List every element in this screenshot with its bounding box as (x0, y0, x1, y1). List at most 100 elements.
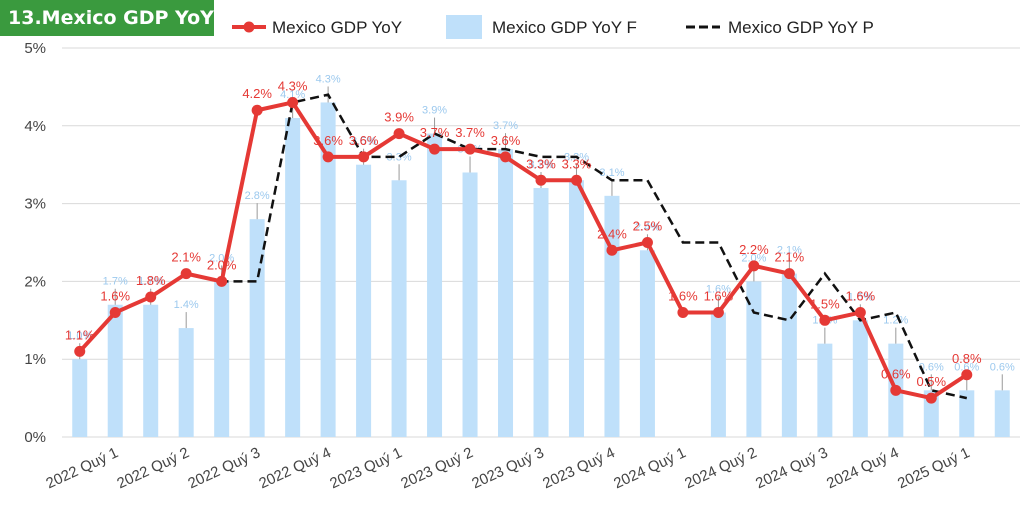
legend-forecast-label: Mexico GDP YoY F (492, 18, 637, 37)
forecast-bar-label: 4.1% (280, 89, 305, 101)
y-tick-label: 3% (24, 196, 46, 213)
forecast-bar-label: 2.1% (777, 245, 802, 257)
actual-marker (677, 307, 689, 319)
forecast-bars (72, 102, 1010, 438)
forecast-bar-label: 0.6% (919, 361, 944, 373)
y-tick-label: 5% (24, 40, 46, 57)
forecast-bar-label: 2.0% (741, 252, 766, 264)
y-tick-label: 2% (24, 273, 46, 290)
actual-marker (180, 268, 192, 280)
actual-line (78, 100, 968, 401)
forecast-bar (781, 273, 797, 437)
forecast-bar-label: 1.2% (883, 315, 908, 327)
forecast-bar-label: 3.2% (528, 159, 553, 171)
x-tick-label: 2023 Quý 4 (540, 444, 617, 492)
y-tick-label: 1% (24, 351, 46, 368)
actual-data-label: 3.6% (491, 133, 521, 148)
forecast-bar (568, 180, 584, 437)
x-tick-label: 2022 Quý 3 (185, 444, 262, 492)
x-tick-label: 2024 Quý 1 (611, 444, 688, 492)
y-tick-label: 0% (24, 429, 46, 446)
actual-marker (535, 174, 547, 186)
forecast-bar-label: 2.8% (245, 190, 270, 202)
actual-data-label: 4.3% (278, 78, 308, 93)
forecast-bar (533, 188, 549, 437)
forecast-bar (214, 281, 230, 437)
actual-marker (429, 143, 441, 155)
actual-marker (464, 143, 476, 155)
legend-item-actual: Mexico GDP YoY (232, 18, 402, 37)
actual-data-label: 1.6% (846, 289, 876, 304)
forecast-bar-label: 0.6% (990, 361, 1015, 373)
forecast-bar-label: 2.4% (635, 221, 660, 233)
forecast-bar (249, 219, 265, 437)
actual-marker (961, 369, 973, 381)
forecast-bar (427, 133, 443, 437)
actual-data-label: 1.6% (704, 289, 734, 304)
actual-marker (712, 307, 724, 319)
actual-data-labels: 1.1% 1.6% 1.8% 2.1% 2.0% 4.2% 4.3% 3.6% 3.6% 3.9%… (65, 78, 982, 389)
actual-marker (74, 345, 86, 357)
legend-forecast-swatch (446, 15, 482, 39)
actual-marker (251, 104, 263, 116)
x-tick-label: 2024 Quý 3 (753, 444, 830, 492)
legend-actual-marker (243, 21, 255, 33)
actual-data-label: 1.6% (100, 289, 130, 304)
forecast-bar (143, 304, 159, 437)
y-tick-label: 4% (24, 118, 46, 135)
actual-marker (748, 260, 760, 272)
forecast-bar (852, 320, 868, 437)
actual-data-label: 3.9% (384, 110, 414, 125)
actual-data-label: 2.1% (775, 250, 805, 265)
forecast-bar-label: 3.1% (599, 167, 624, 179)
actual-data-label: 2.2% (739, 242, 769, 257)
x-tick-label: 2023 Quý 3 (469, 444, 546, 492)
x-tick-label: 2022 Quý 4 (256, 444, 333, 492)
actual-data-label: 0.5% (916, 374, 946, 389)
actual-marker (393, 128, 405, 140)
actual-data-label: 2.4% (597, 226, 627, 241)
actual-data-label: 3.7% (455, 125, 485, 140)
actual-marker (216, 275, 228, 287)
actual-marker (783, 268, 795, 280)
forecast-bar-label: 3.3% (387, 151, 412, 163)
forecast-bar (320, 102, 336, 438)
x-tick-label: 2024 Quý 2 (682, 444, 759, 492)
forecast-bar-label: 4.3% (316, 73, 341, 85)
previous-line (78, 93, 968, 400)
y-axis-ticks: 0% 1% 2% 3% 4% 5% (24, 40, 46, 446)
forecast-bar (72, 359, 88, 437)
forecast-bar-label: 0.6% (954, 361, 979, 373)
forecast-bar (604, 195, 620, 437)
forecast-bar (959, 390, 975, 437)
forecast-bar (356, 164, 372, 437)
legend: Mexico GDP YoY Mexico GDP YoY F Mexico G… (232, 15, 874, 39)
x-tick-label: 2022 Quý 2 (114, 444, 191, 492)
legend-item-forecast: Mexico GDP YoY F (446, 15, 637, 39)
actual-data-label: 2.5% (633, 219, 663, 234)
legend-actual-label: Mexico GDP YoY (272, 18, 402, 37)
forecast-bar (817, 343, 833, 437)
actual-data-label: 3.3% (526, 156, 556, 171)
actual-marker (641, 237, 653, 248)
actual-marker (358, 151, 370, 163)
actual-data-label: 1.5% (810, 296, 840, 311)
actual-marker (109, 307, 121, 319)
x-tick-label: 2024 Quý 4 (824, 444, 901, 492)
chart-title: 13.Mexico GDP YoY (0, 0, 214, 36)
forecast-bar-label: 1.7% (138, 276, 163, 288)
forecast-bar-label: 1.4% (174, 299, 199, 311)
forecast-bar (994, 390, 1010, 437)
actual-data-label: 4.2% (242, 86, 272, 101)
actual-data-label: 1.8% (136, 273, 166, 288)
forecast-bar (498, 149, 514, 437)
actual-marker (890, 384, 902, 396)
actual-marker (606, 244, 618, 256)
actual-marker (854, 307, 866, 319)
previous-series (78, 93, 968, 400)
x-tick-label: 2023 Quý 2 (398, 444, 475, 492)
legend-previous-label: Mexico GDP YoY P (728, 18, 874, 37)
forecast-bar (746, 281, 762, 437)
